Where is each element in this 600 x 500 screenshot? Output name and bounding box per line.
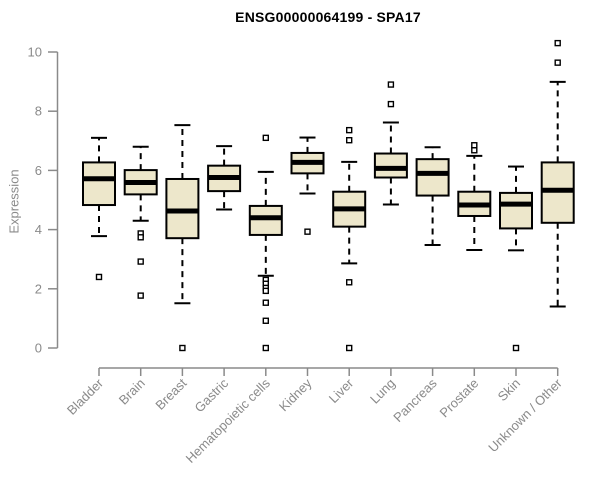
outlier-point [554, 59, 561, 66]
outlier-point [137, 234, 144, 241]
outlier-point [262, 317, 269, 324]
outlier-point [262, 287, 269, 295]
y-tick-label: 10 [28, 45, 42, 60]
iqr-box [248, 204, 283, 236]
outlier-point [262, 344, 269, 352]
iqr-box [373, 152, 408, 179]
outlier-point [387, 81, 395, 88]
outlier-point [471, 142, 478, 149]
outlier-point [554, 39, 561, 47]
iqr-box [499, 191, 533, 230]
x-category-label: Liver [326, 375, 357, 406]
outlier-point [179, 344, 186, 352]
chart-title: ENSG00000064199 - SPA17 [235, 9, 421, 25]
outlier-point [262, 134, 269, 142]
box-group-bladder: Bladder [64, 136, 116, 418]
box-group-liver: Liver [326, 126, 367, 406]
x-category-label: Unknown / Other [485, 375, 565, 455]
x-category-label: Breast [152, 375, 189, 412]
outlier-point [471, 147, 478, 154]
outlier-point [346, 344, 353, 352]
outlier-point [512, 344, 520, 352]
y-tick-label: 4 [35, 222, 42, 237]
x-category-label: Kidney [276, 375, 315, 414]
box-group-pancreas: Pancreas [390, 146, 450, 425]
y-tick-label: 2 [35, 281, 42, 296]
box-group-breast: Breast [152, 124, 200, 413]
x-category-label: Bladder [64, 375, 107, 418]
y-tick-label: 6 [35, 163, 42, 178]
outlier-point [137, 292, 144, 299]
y-tick-label: 8 [35, 104, 42, 119]
outlier-point [346, 137, 353, 144]
outlier-point [346, 126, 353, 134]
x-category-label: Prostate [437, 376, 482, 421]
y-tick-label: 0 [35, 341, 42, 356]
x-category-label: Lung [367, 376, 398, 407]
outlier-point [137, 258, 144, 265]
outlier-point [262, 299, 269, 306]
iqr-box [82, 161, 116, 207]
box-group-lung: Lung [367, 81, 408, 407]
outlier-point [304, 228, 311, 235]
box-group-kidney: Kidney [276, 136, 325, 414]
x-category-label: Skin [495, 376, 523, 404]
x-category-label: Gastric [192, 375, 232, 415]
iqr-box [415, 158, 450, 197]
outlier-point [387, 100, 395, 108]
x-category-label: Pancreas [390, 375, 440, 425]
x-category-label: Brain [116, 376, 148, 408]
outlier-point [346, 279, 353, 286]
outlier-point [95, 273, 103, 281]
